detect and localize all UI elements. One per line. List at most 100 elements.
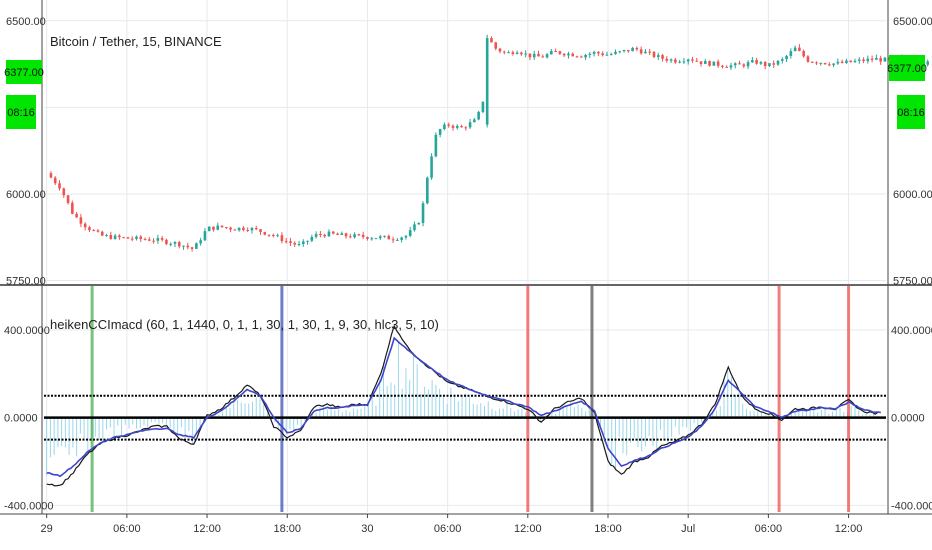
candle-body [926, 61, 929, 65]
price-candle [357, 233, 361, 237]
candle-body [413, 224, 416, 231]
price-candle [635, 46, 639, 52]
price-candle [772, 60, 776, 69]
candle-body [75, 213, 78, 218]
candle-body [601, 53, 604, 56]
candle-body [554, 51, 557, 53]
bar-timer-badge-right-text: 08:16 [897, 107, 925, 119]
bar-timer-badge-left [6, 95, 36, 129]
price-candle [502, 50, 506, 55]
candle-body [704, 61, 707, 64]
price-candle [682, 57, 686, 64]
candle-body [156, 238, 160, 241]
time-tick-label: 06:00 [434, 523, 462, 535]
price-candle [301, 239, 305, 247]
candle-body [755, 60, 758, 64]
price-candle [327, 229, 331, 237]
candle-body [652, 51, 656, 57]
candle-body [515, 52, 519, 55]
candle-body [742, 64, 746, 67]
price-candle [323, 233, 326, 238]
price-candle [349, 233, 352, 239]
candle-body [567, 53, 570, 56]
time-tick-label: 12:00 [193, 523, 221, 535]
indicator-tick-label-right: -400.0000 [891, 500, 932, 512]
candle-body [434, 134, 438, 157]
price-candle [725, 65, 728, 68]
candle-body [404, 235, 408, 238]
candle-body [301, 241, 305, 245]
time-axis-ticks[interactable]: 29 06:00 12:00 18:00 30 06:00 12:00 18:00 Jul 06:… [41, 514, 863, 535]
last-price-badge-left [6, 60, 42, 84]
price-candle [88, 225, 91, 232]
price-candle [828, 62, 831, 67]
candle-body [220, 225, 224, 228]
price-candle [721, 64, 724, 69]
candle-body [451, 125, 455, 128]
price-candle [259, 228, 262, 236]
candle-body [71, 202, 74, 214]
price-candle [417, 222, 421, 225]
price-candle [71, 200, 74, 215]
candle-body [79, 217, 83, 224]
price-candle [597, 51, 600, 57]
price-tick-label-right: 6000.00 [893, 189, 932, 201]
price-candle [464, 126, 468, 131]
candle-body [789, 51, 793, 56]
price-candle [883, 56, 887, 62]
price-candle [729, 62, 733, 70]
candle-body [631, 47, 634, 52]
price-candle [451, 124, 455, 131]
price-candle [391, 236, 395, 243]
price-candle [254, 225, 258, 231]
candle-body [485, 38, 489, 125]
candle-body [708, 61, 711, 66]
candle-body [618, 51, 622, 53]
candle-body [511, 52, 515, 55]
price-tick-label-left: 6500.00 [6, 16, 46, 28]
candle-body [353, 234, 356, 238]
candle-body [494, 42, 498, 49]
indicator-axis-ticks[interactable]: 400.0000 400.0000 0.0000 0.0000 -400.0000 -40… [4, 325, 932, 513]
price-candle [870, 55, 874, 63]
candle-body [622, 50, 626, 52]
price-candle [165, 238, 168, 246]
price-candle [840, 59, 844, 64]
candle-body [177, 242, 181, 247]
price-candle [460, 124, 463, 128]
candle-body [644, 51, 647, 54]
candle-body [148, 239, 151, 241]
price-candle [802, 49, 805, 58]
candle-body [139, 236, 143, 240]
price-candle [310, 234, 314, 243]
price-candle [819, 62, 823, 66]
candle-body [297, 244, 301, 246]
candle-body [100, 231, 104, 236]
price-candle [485, 34, 489, 128]
candle-body [614, 51, 617, 55]
candle-body [840, 61, 844, 64]
price-candle [832, 63, 835, 68]
price-candle [498, 47, 502, 54]
price-axis-ticks[interactable]: 6500.00 6500.00 6000.00 6000.00 5750.00 5750.… [6, 16, 932, 288]
price-candle [601, 51, 604, 57]
price-candle [314, 231, 318, 239]
candle-body [66, 195, 70, 203]
candle-body [528, 53, 532, 58]
candle-body [806, 56, 810, 62]
candle-body [263, 232, 267, 235]
price-candle [926, 59, 929, 67]
candle-body [224, 227, 228, 229]
candle-body [113, 235, 117, 239]
price-candle [780, 57, 784, 64]
candle-body [879, 58, 882, 62]
candle-body [575, 56, 579, 58]
candle-body [319, 234, 322, 236]
candle-body [746, 62, 750, 67]
candle-body [597, 51, 600, 54]
candle-body [417, 222, 421, 225]
candle-body [772, 63, 776, 65]
candle-body [242, 227, 245, 230]
price-grid [44, 0, 886, 284]
price-candle [866, 55, 870, 64]
